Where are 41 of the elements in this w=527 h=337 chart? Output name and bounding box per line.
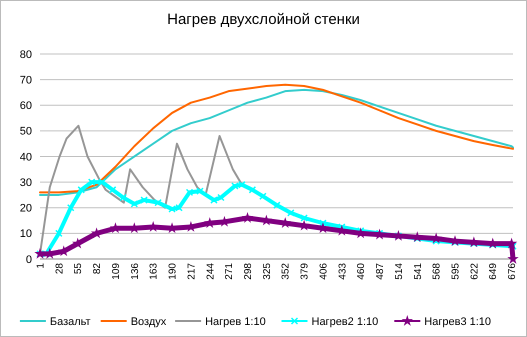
x-tick-label: 271	[224, 262, 236, 280]
y-tick-label: 60	[20, 100, 32, 112]
x-tick-label: 136	[130, 262, 141, 280]
y-tick-label: 20	[20, 202, 32, 215]
x-tick-label: 244	[205, 262, 216, 280]
x-tick-label: 298	[243, 262, 254, 280]
x-tick-label: 1	[36, 262, 46, 269]
y-tick-label: 80	[20, 48, 32, 61]
x-tick-label: 55	[73, 262, 84, 274]
x-tick-label: 163	[148, 262, 160, 280]
chart-title: Нагрев двухслойной стенки	[167, 11, 360, 28]
x-tick-label: 622	[469, 262, 480, 280]
x-tick-label: 109	[110, 262, 122, 280]
y-tick-label: 10	[20, 228, 32, 240]
x-tick-label: 379	[300, 262, 311, 280]
y-tick-label: 0	[26, 254, 32, 266]
y-tick-label: 30	[20, 176, 32, 189]
x-tick-label: 352	[280, 262, 292, 280]
x-tick-label: 514	[394, 262, 405, 280]
x-tick-label: 487	[375, 262, 386, 280]
legend-label: Нагрев3 1:10	[424, 316, 492, 328]
y-tick-label: 70	[20, 74, 32, 86]
x-tick-label: 676	[507, 262, 518, 280]
legend-label: Базальт	[50, 316, 91, 328]
x-tick-label: 325	[262, 262, 273, 280]
x-tick-label: 217	[186, 262, 198, 280]
y-tick-label: 40	[20, 151, 32, 164]
x-tick-label: 433	[337, 262, 348, 280]
x-tick-label: 406	[318, 262, 330, 280]
x-tick-label: 595	[450, 262, 462, 280]
x-tick-label: 28	[54, 262, 66, 274]
x-tick-label: 568	[432, 262, 443, 280]
legend-label: Нагрев2 1:10	[312, 316, 378, 328]
legend-label: Нагрев 1:10	[205, 316, 266, 328]
x-tick-label: 82	[92, 262, 104, 274]
x-tick-label: 541	[412, 262, 424, 280]
x-tick-label: 649	[488, 262, 500, 280]
x-tick-label: 190	[168, 262, 179, 280]
legend-label: Воздух	[130, 316, 167, 328]
x-tick-label: 460	[356, 262, 368, 280]
y-tick-label: 50	[20, 126, 32, 138]
